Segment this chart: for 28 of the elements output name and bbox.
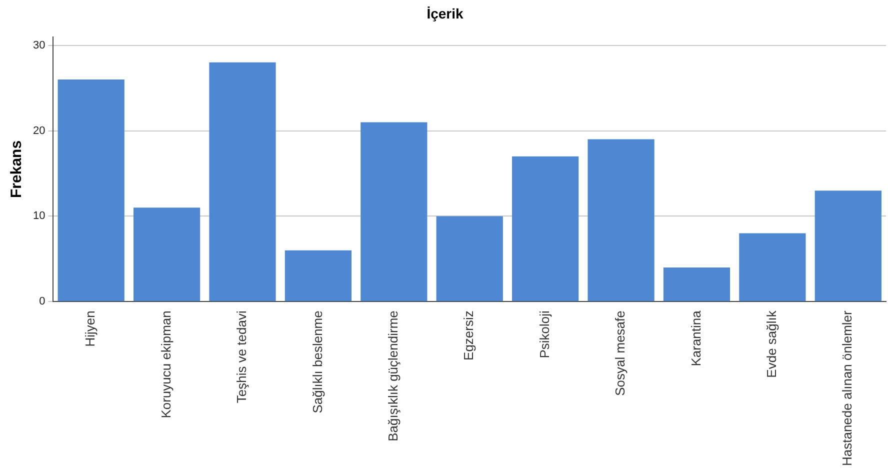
x-tick-label: Bağışıklık güçlendirme: [385, 310, 400, 442]
y-axis-title: Frekans: [8, 140, 26, 198]
bar: [739, 233, 806, 302]
x-tick-label: Sosyal mesafe: [612, 310, 628, 396]
x-tick-label: Evde sağlık: [764, 310, 780, 378]
bar: [663, 267, 730, 302]
bar: [284, 250, 352, 302]
bar: [814, 190, 882, 302]
bar: [512, 156, 579, 302]
x-tick-label: Teşhis ve tedavi: [234, 310, 250, 404]
x-tick-label: Psikoloji: [536, 310, 552, 358]
x-tick-label: Hastanede alınan önlemler: [840, 310, 855, 466]
bar: [588, 139, 654, 302]
x-tick-label: Sağlıklı beslenme: [310, 310, 325, 414]
bar: [133, 208, 200, 302]
y-tick-label: 10: [32, 210, 46, 222]
bar: [436, 216, 503, 302]
y-tick-label: 30: [32, 39, 46, 52]
y-tick-label: 20: [32, 124, 46, 137]
x-tick-label: Koruyucu ekipman: [158, 310, 174, 418]
chart-title: İçerik: [426, 5, 464, 22]
bar: [360, 122, 428, 302]
bar: [209, 62, 276, 302]
x-tick-label: Karantina: [688, 310, 704, 366]
bar: [58, 80, 124, 302]
x-tick-label: Egzersiz: [461, 310, 476, 360]
y-tick-label: 0: [39, 296, 46, 308]
x-tick-label: Hijyen: [82, 310, 98, 347]
